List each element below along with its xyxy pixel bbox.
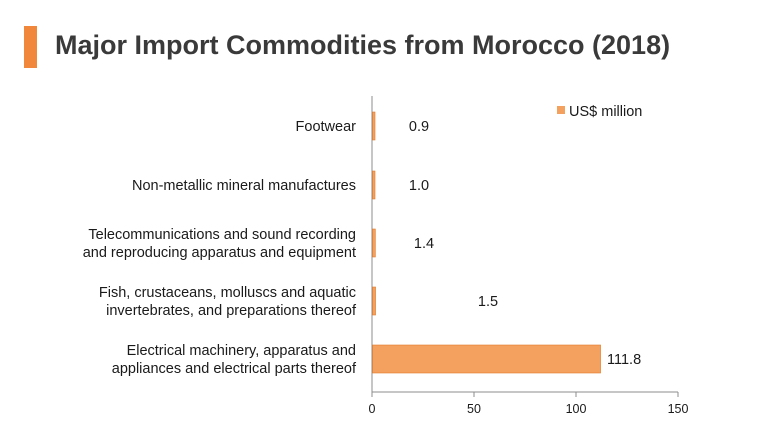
title-accent-bar — [24, 26, 37, 68]
legend-swatch — [557, 106, 565, 114]
chart-title: Major Import Commodities from Morocco (2… — [55, 30, 671, 60]
bar — [372, 286, 376, 316]
bar — [372, 228, 376, 258]
data-label: 1.0 — [409, 178, 429, 194]
bar — [372, 111, 376, 141]
data-label: 0.9 — [409, 119, 429, 135]
category-label: invertebrates, and preparations thereof — [106, 303, 357, 319]
category-label: Footwear — [296, 119, 357, 135]
data-label: 111.8 — [607, 352, 641, 368]
x-tick-label: 150 — [668, 402, 689, 416]
category-label: Fish, crustaceans, molluscs and aquatic — [99, 285, 356, 301]
x-tick-label: 50 — [467, 402, 481, 416]
data-label: 1.4 — [414, 236, 434, 252]
bar — [372, 344, 601, 374]
category-label: Telecommunications and sound recording — [88, 227, 356, 243]
category-label: appliances and electrical parts thereof — [112, 361, 357, 377]
category-label: Non-metallic mineral manufactures — [132, 178, 356, 194]
legend-label: US$ million — [569, 104, 642, 120]
category-label: and reproducing apparatus and equipment — [83, 245, 356, 261]
bar — [372, 170, 376, 200]
data-label: 1.5 — [478, 294, 498, 310]
category-label: Electrical machinery, apparatus and — [127, 343, 356, 359]
x-tick-label: 100 — [566, 402, 587, 416]
x-tick-label: 0 — [369, 402, 376, 416]
